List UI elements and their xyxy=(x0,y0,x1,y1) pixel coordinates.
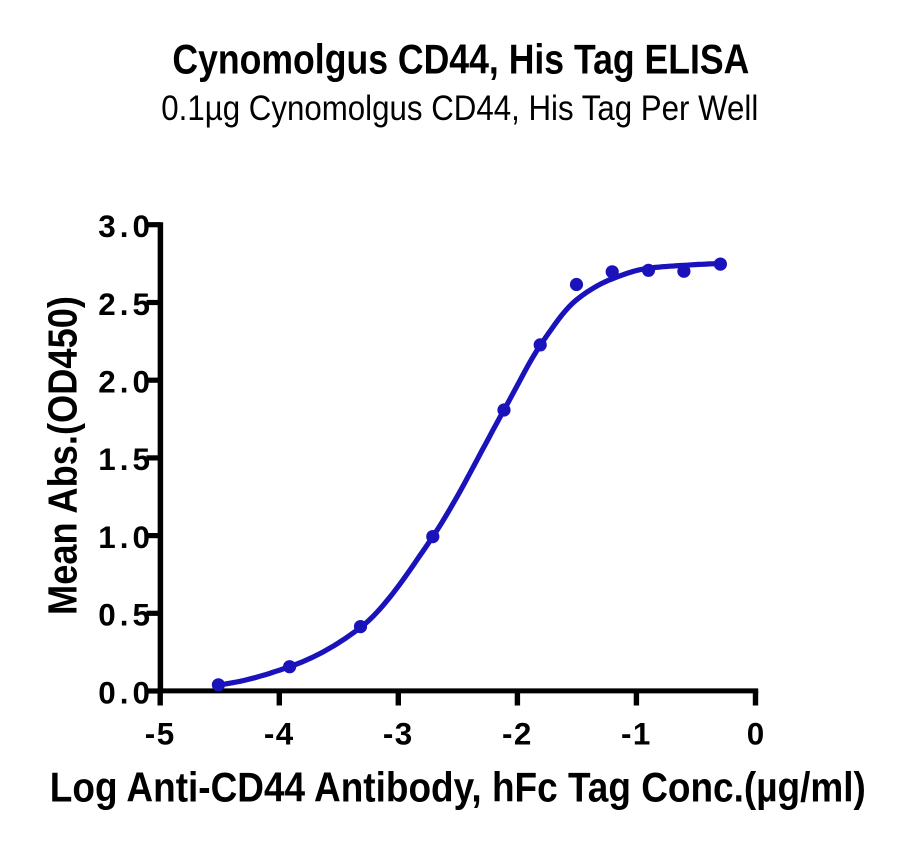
svg-text:Log Anti-CD44 Antibody, hFc Ta: Log Anti-CD44 Antibody, hFc Tag Conc.(µg… xyxy=(50,765,866,811)
svg-text:0.0: 0.0 xyxy=(98,675,154,710)
svg-text:-4: -4 xyxy=(264,717,295,752)
svg-text:1.5: 1.5 xyxy=(98,442,154,477)
svg-text:2.0: 2.0 xyxy=(98,365,154,400)
svg-text:0.1µg Cynomolgus CD44, His Tag: 0.1µg Cynomolgus CD44, His Tag Per Well xyxy=(161,88,758,128)
svg-text:0: 0 xyxy=(747,717,764,752)
svg-text:-3: -3 xyxy=(383,717,414,752)
svg-text:-2: -2 xyxy=(502,717,533,752)
svg-text:-1: -1 xyxy=(621,717,652,752)
svg-text:1.0: 1.0 xyxy=(98,520,154,555)
svg-text:0.5: 0.5 xyxy=(98,598,154,633)
svg-text:-5: -5 xyxy=(145,717,176,752)
svg-text:3.0: 3.0 xyxy=(98,209,154,244)
svg-text:Mean Abs.(OD450): Mean Abs.(OD450) xyxy=(39,296,85,615)
svg-text:2.5: 2.5 xyxy=(98,287,154,322)
svg-text:Cynomolgus CD44, His Tag ELISA: Cynomolgus CD44, His Tag ELISA xyxy=(172,36,749,82)
